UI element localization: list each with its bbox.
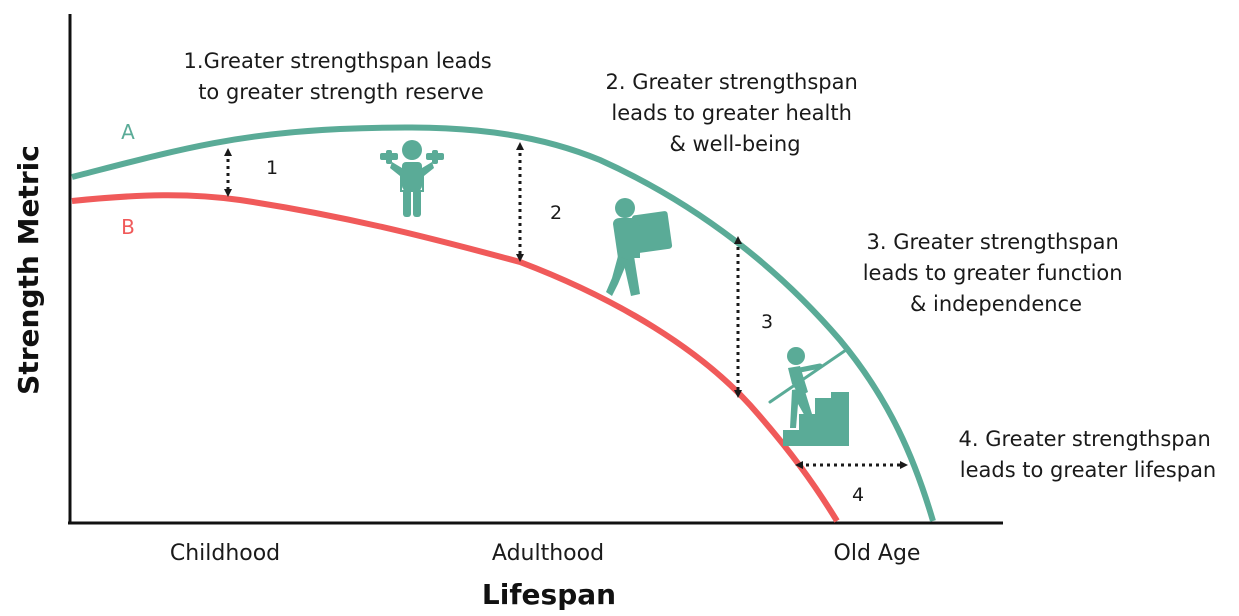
- arrow-1-number: 1: [266, 157, 278, 179]
- annotation-1-line-1: 1.Greater strengthspan leads: [184, 49, 492, 73]
- curve-a-label: A: [121, 120, 135, 144]
- curve-b: [71, 192, 840, 523]
- annotation-2-line-3: & well-being: [669, 132, 800, 156]
- annotation-3-line-3: & independence: [910, 292, 1082, 316]
- x-tick-childhood: Childhood: [170, 541, 280, 566]
- curve-a: [71, 124, 936, 522]
- x-tick-adulthood: Adulthood: [492, 541, 604, 566]
- arrow-4-number: 4: [852, 484, 864, 506]
- annotation-3: 3. Greater strengthspan leads to greater…: [863, 230, 1130, 316]
- annotation-1-line-2: to greater strength reserve: [198, 80, 484, 104]
- annotation-4-line-1: 4. Greater strengthspan: [959, 427, 1211, 451]
- curve-b-label: B: [121, 215, 135, 239]
- x-axis-title: Lifespan: [482, 578, 616, 611]
- person-carrying-box-icon: [606, 198, 673, 296]
- weightlifter-icon: [380, 140, 444, 217]
- annotation-4-line-2: leads to greater lifespan: [960, 458, 1217, 482]
- person-climbing-stairs-icon: [768, 347, 849, 446]
- annotation-2-line-2: leads to greater health: [611, 101, 852, 125]
- annotation-1: 1.Greater strengthspan leads to greater …: [184, 49, 499, 104]
- y-axis-title: Strength Metric: [12, 145, 45, 395]
- x-tick-old-age: Old Age: [834, 541, 921, 566]
- annotation-3-line-2: leads to greater function: [863, 261, 1123, 285]
- annotation-3-line-1: 3. Greater strengthspan: [867, 230, 1119, 254]
- annotation-2: 2. Greater strengthspan leads to greater…: [606, 70, 865, 156]
- arrow-2-number: 2: [550, 202, 562, 224]
- arrow-3-number: 3: [761, 311, 773, 333]
- annotation-4: 4. Greater strengthspan leads to greater…: [959, 427, 1218, 482]
- annotation-2-line-1: 2. Greater strengthspan: [606, 70, 858, 94]
